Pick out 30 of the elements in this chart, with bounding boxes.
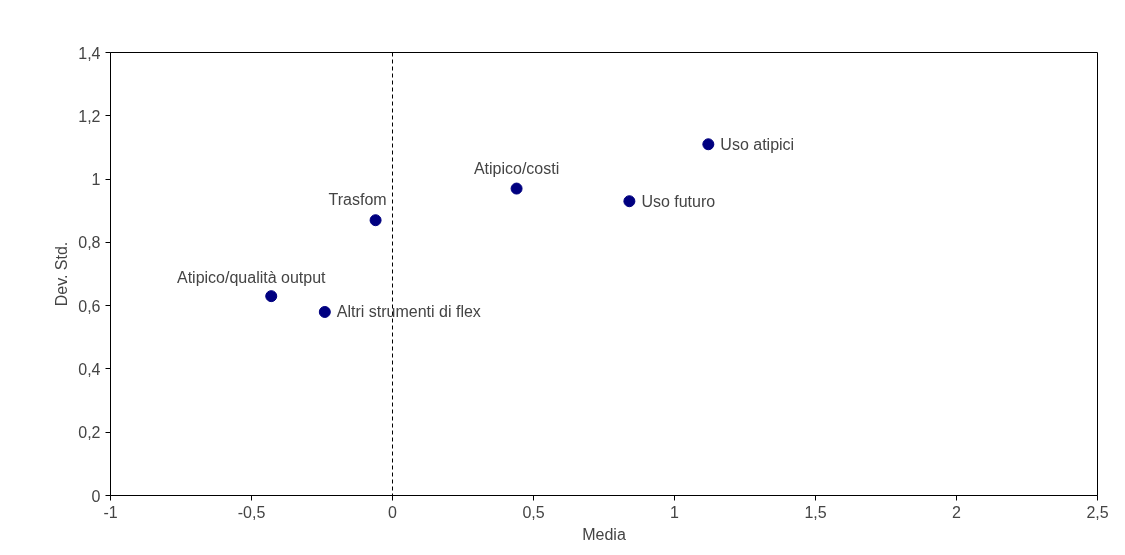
annotation: Altri strumenti di flex [336,303,481,321]
y-axis-title: Dev. Std. [53,241,71,307]
annotation: Uso futuro [641,192,716,210]
x-tick-label: -1 [103,503,118,521]
point [510,182,523,195]
point [318,305,331,318]
point [265,290,278,303]
x-axis-title: Media [582,525,626,543]
x-tick-label: 1,5 [804,503,827,521]
point [369,214,382,227]
y-tick-label: 0,2 [78,424,101,442]
y-tick-label: 1,2 [78,107,101,125]
point [623,195,636,208]
y-tick-label: 0,6 [78,297,101,315]
annotation: Trasfom [328,191,387,209]
y-tick-label: 0 [91,487,101,505]
y-tick-label: 1,4 [78,44,101,62]
x-tick-label: -0,5 [237,503,266,521]
x-tick-label: 2,5 [1086,503,1109,521]
point [702,138,715,151]
annotation: Uso atipici [720,135,795,153]
annotation: Atipico/costi [473,159,560,177]
y-tick-label: 0,4 [78,360,101,378]
y-tick-label: 0,8 [78,234,101,252]
x-tick-label: 2 [952,503,962,521]
x-tick-label: 0,5 [522,503,545,521]
annotation: Atipico/qualità output [176,269,327,287]
y-tick-label: 1 [91,171,101,189]
x-tick-label: 0 [388,503,398,521]
x-tick-label: 1 [670,503,680,521]
